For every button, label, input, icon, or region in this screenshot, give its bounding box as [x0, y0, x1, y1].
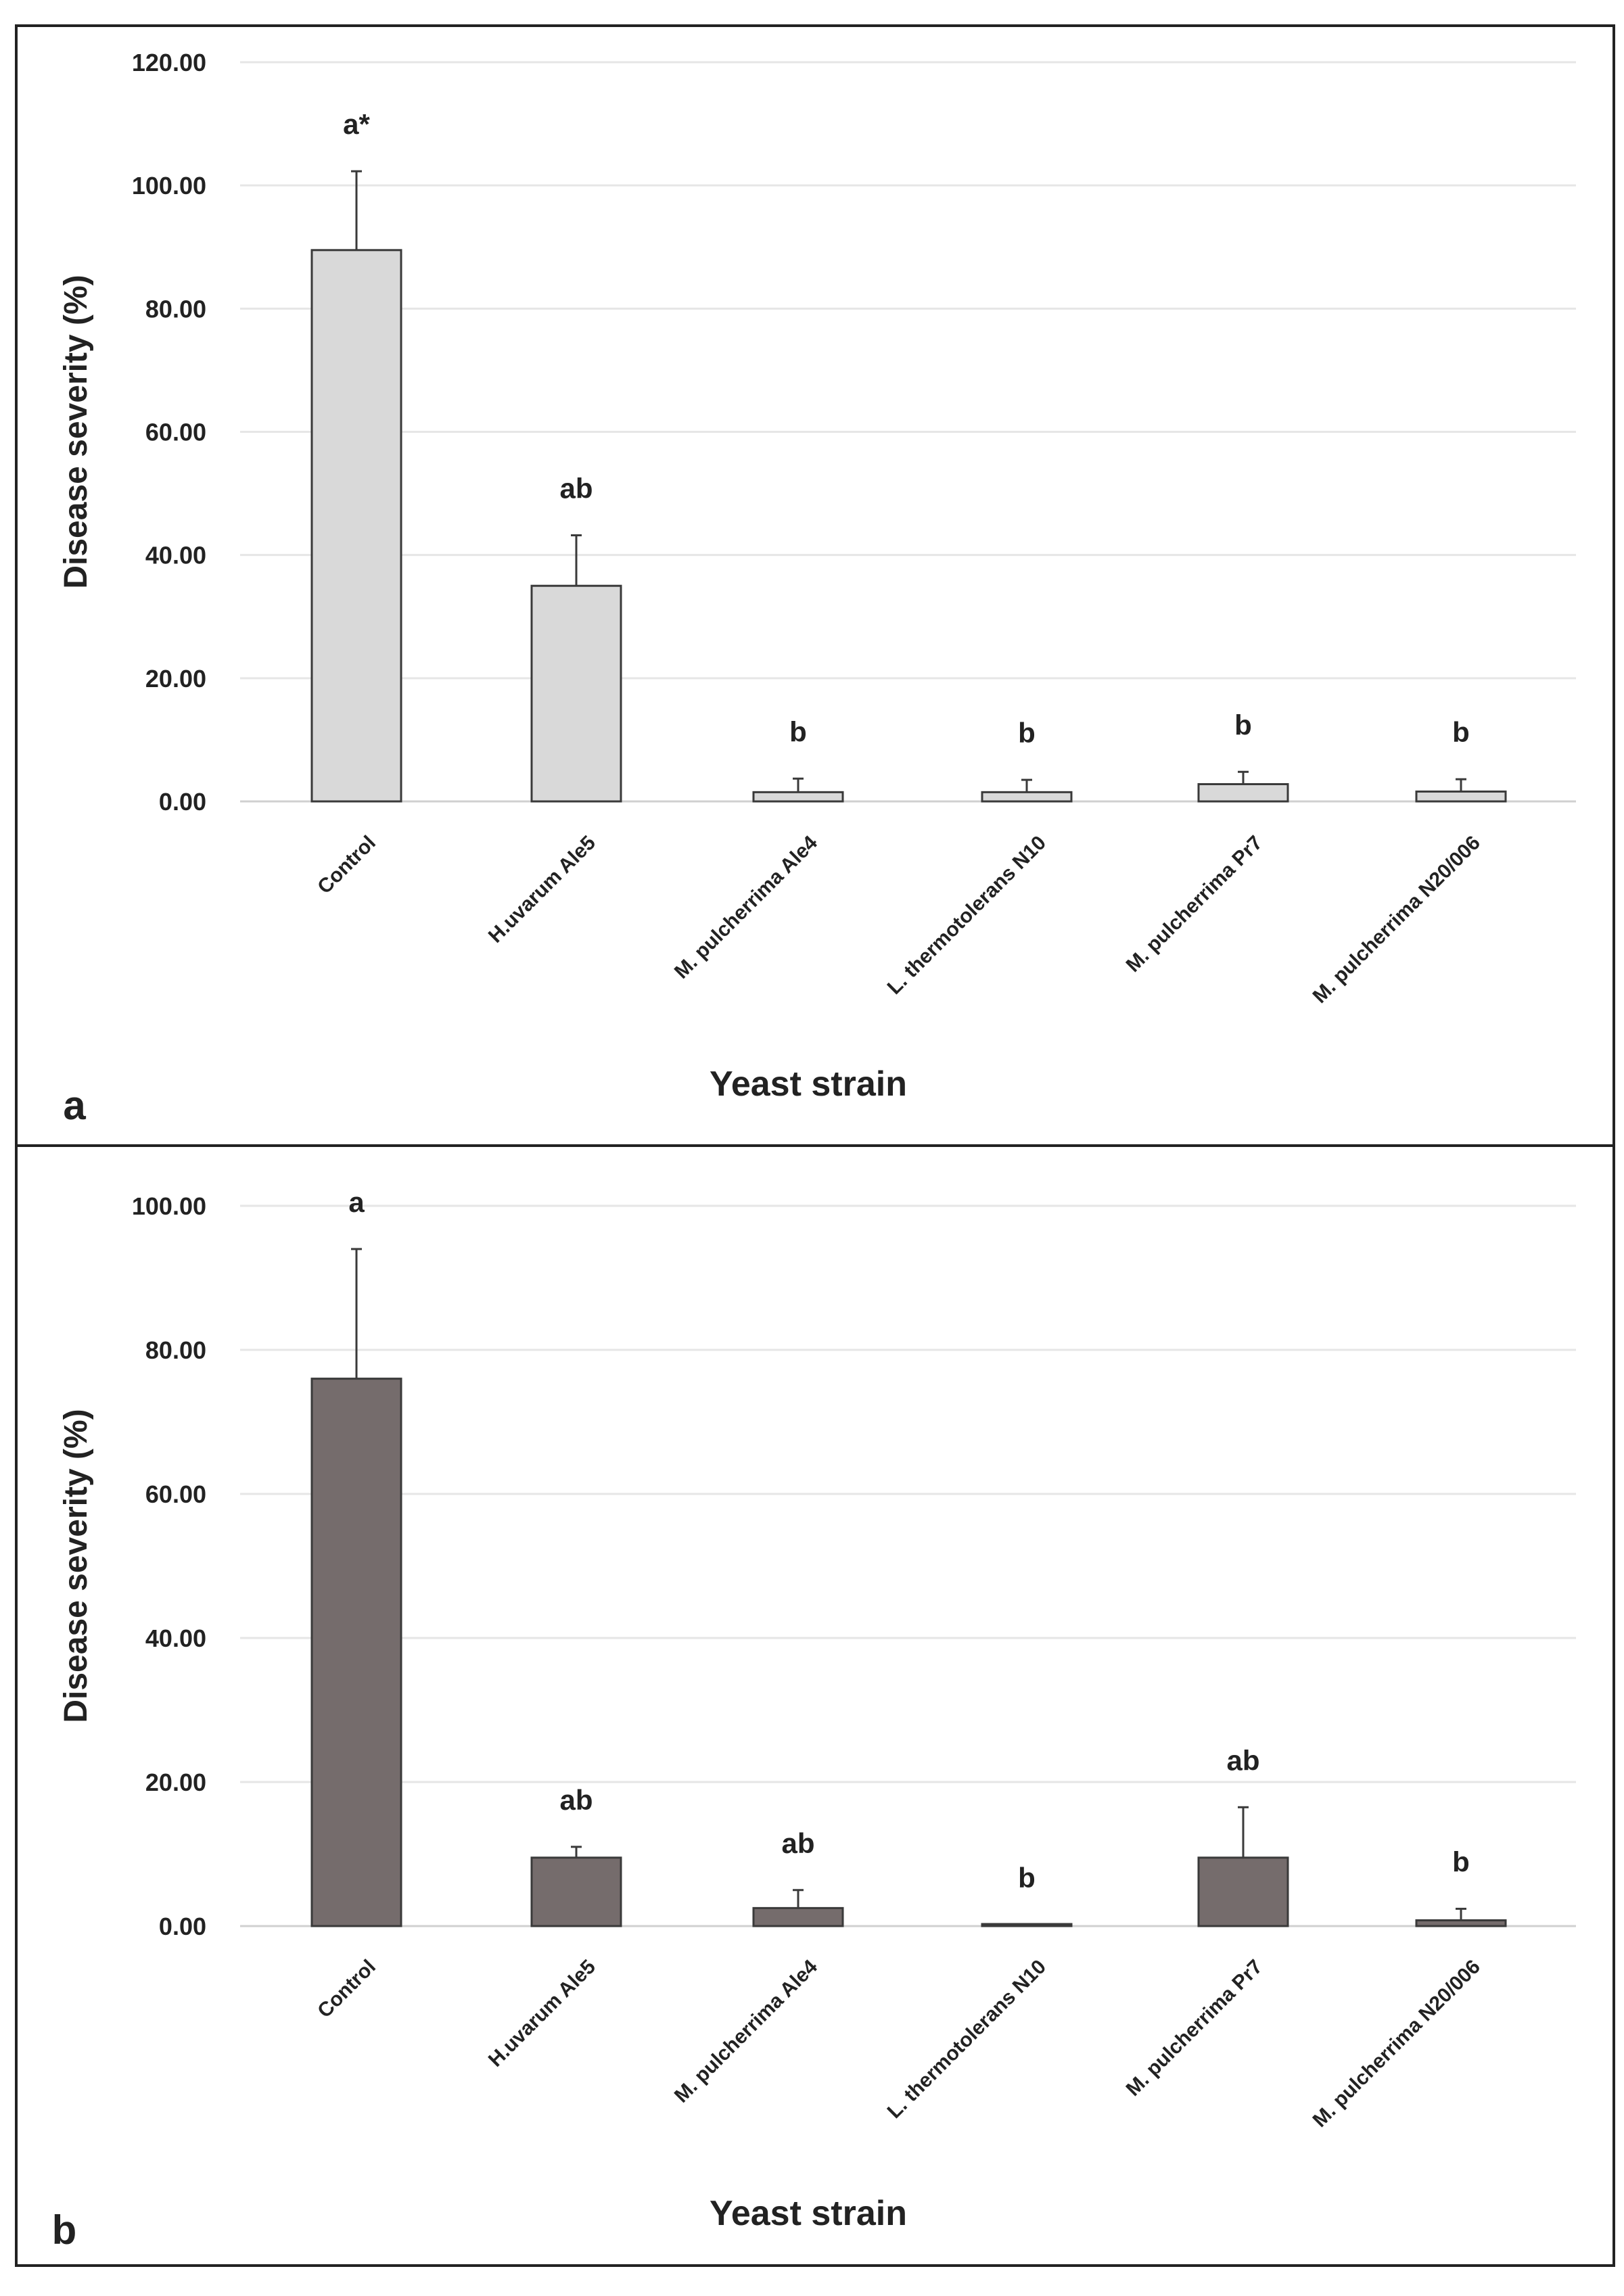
significance-label: ab — [559, 473, 593, 505]
significance-label: b — [1452, 1846, 1470, 1877]
significance-label: a* — [343, 108, 370, 140]
y-tick-label: 80.00 — [145, 1336, 206, 1364]
panel-label: b — [52, 2207, 77, 2253]
significance-label: b — [1452, 716, 1470, 748]
y-axis-title: Disease severity (%) — [58, 275, 94, 588]
y-tick-label: 40.00 — [145, 542, 206, 569]
x-axis-title: Yeast strain — [710, 1064, 907, 1104]
bar — [752, 791, 844, 803]
bar — [310, 249, 402, 803]
significance-label: ab — [1226, 1744, 1259, 1776]
bar — [310, 1378, 402, 1927]
y-tick-label: 20.00 — [145, 665, 206, 693]
y-tick-label: 0.00 — [159, 788, 206, 816]
y-tick-label: 0.00 — [159, 1913, 206, 1940]
bar — [1197, 782, 1289, 803]
y-axis-title: Disease severity (%) — [58, 1409, 94, 1723]
significance-label: b — [1018, 717, 1036, 749]
y-tick-label: 120.00 — [132, 49, 206, 76]
bar — [1415, 790, 1507, 803]
bar — [981, 791, 1073, 803]
significance-label: b — [789, 716, 807, 747]
y-tick-label: 100.00 — [132, 1192, 206, 1220]
bar — [752, 1906, 844, 1927]
bar — [981, 1923, 1073, 1927]
panel-b-frame — [15, 1144, 1615, 2267]
significance-label: ab — [781, 1827, 814, 1859]
bar — [530, 1856, 622, 1927]
bar — [1415, 1919, 1507, 1927]
y-tick-label: 40.00 — [145, 1624, 206, 1652]
significance-label: b — [1018, 1862, 1036, 1894]
bar — [1197, 1856, 1289, 1927]
significance-label: a — [348, 1186, 365, 1218]
y-tick-label: 20.00 — [145, 1768, 206, 1796]
y-tick-label: 80.00 — [145, 295, 206, 323]
x-axis-title: Yeast strain — [710, 2194, 907, 2233]
y-tick-label: 100.00 — [132, 172, 206, 200]
y-tick-label: 60.00 — [145, 419, 206, 446]
significance-label: ab — [559, 1784, 593, 1816]
significance-label: b — [1234, 709, 1252, 741]
y-tick-label: 60.00 — [145, 1480, 206, 1508]
panel-label: a — [63, 1083, 86, 1128]
bar — [530, 584, 622, 803]
